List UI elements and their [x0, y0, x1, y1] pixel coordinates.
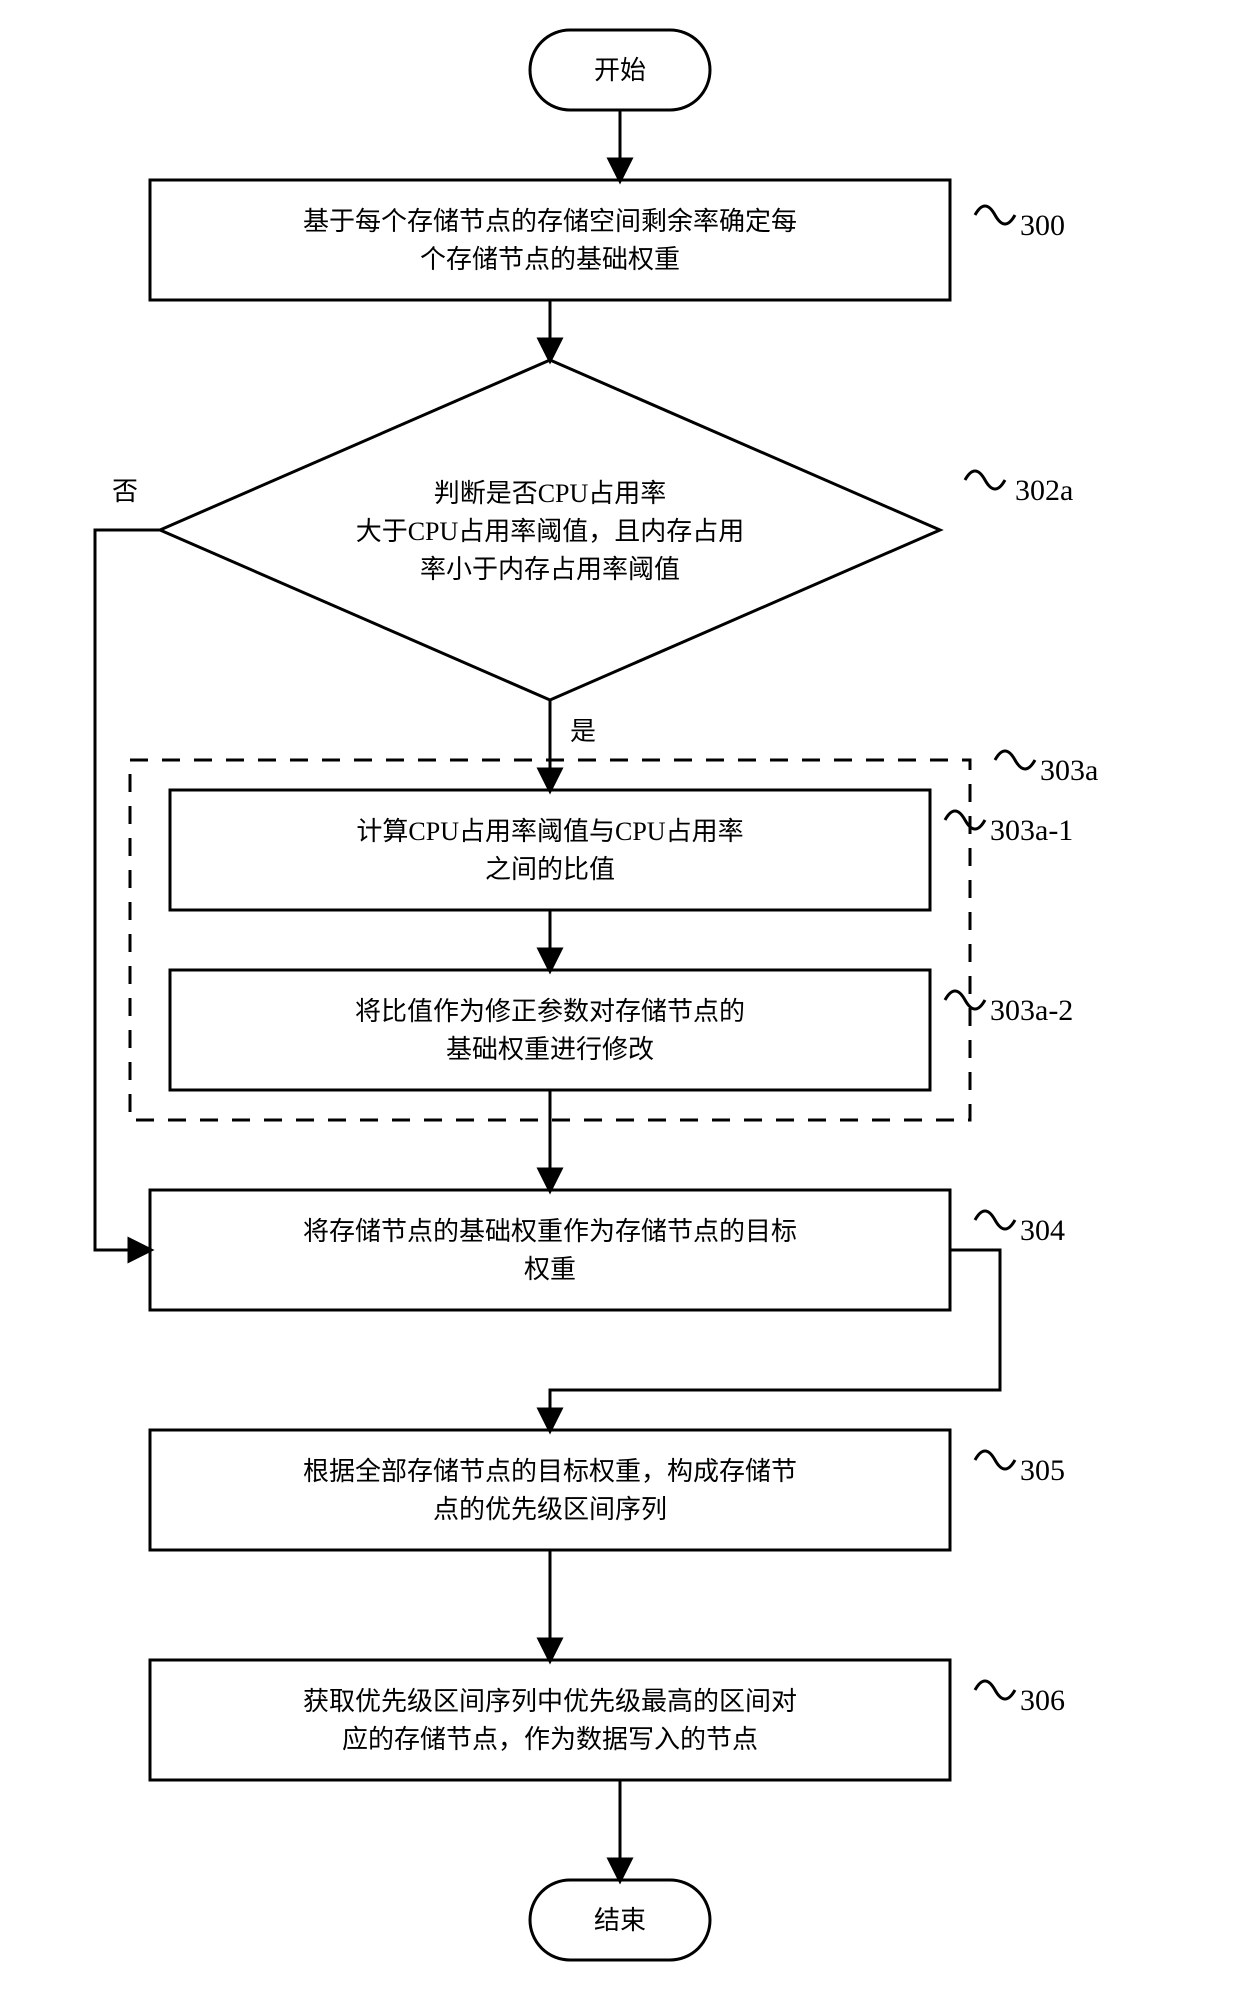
process-n305: [150, 1430, 950, 1550]
svg-text:之间的比值: 之间的比值: [485, 855, 615, 884]
svg-text:点的优先级区间序列: 点的优先级区间序列: [433, 1495, 667, 1524]
edge-label-no: 否: [112, 477, 138, 506]
flowchart-canvas: 开始结束 基于每个存储节点的存储空间剩余率确定每个存储节点的基础权重判断是否CPU…: [0, 0, 1240, 1993]
svg-text:基于每个存储节点的存储空间剩余率确定每: 基于每个存储节点的存储空间剩余率确定每: [303, 207, 797, 236]
step-label: 305: [1020, 1454, 1065, 1487]
svg-text:将存储节点的基础权重作为存储节点的目标: 将存储节点的基础权重作为存储节点的目标: [303, 1217, 797, 1246]
process-n303a1: [170, 790, 930, 910]
process-n300: [150, 180, 950, 300]
svg-text:将比值作为修正参数对存储节点的: 将比值作为修正参数对存储节点的: [355, 997, 745, 1026]
step-label: 303a: [1040, 754, 1098, 787]
svg-text:大于CPU占用率阈值，且内存占用: 大于CPU占用率阈值，且内存占用: [356, 517, 745, 546]
flow-edge: [95, 530, 160, 1250]
svg-text:应的存储节点，作为数据写入的节点: 应的存储节点，作为数据写入的节点: [342, 1725, 758, 1754]
step-label: 306: [1020, 1684, 1065, 1717]
svg-text:根据全部存储节点的目标权重，构成存储节: 根据全部存储节点的目标权重，构成存储节: [303, 1457, 797, 1486]
svg-text:基础权重进行修改: 基础权重进行修改: [446, 1035, 654, 1064]
step-label: 303a-1: [990, 814, 1073, 847]
svg-text:计算CPU占用率阈值与CPU占用率: 计算CPU占用率阈值与CPU占用率: [356, 817, 743, 846]
svg-text:个存储节点的基础权重: 个存储节点的基础权重: [420, 245, 680, 274]
step-label: 302a: [1015, 474, 1073, 507]
process-n304: [150, 1190, 950, 1310]
edge-label-yes: 是: [570, 717, 596, 746]
svg-text:结束: 结束: [594, 1906, 646, 1935]
svg-text:权重: 权重: [524, 1255, 576, 1284]
svg-text:开始: 开始: [594, 56, 646, 85]
svg-text:判断是否CPU占用率: 判断是否CPU占用率: [434, 479, 667, 508]
process-n303a2: [170, 970, 930, 1090]
step-label: 300: [1020, 209, 1065, 242]
svg-text:率小于内存占用率阈值: 率小于内存占用率阈值: [420, 555, 680, 584]
svg-text:获取优先级区间序列中优先级最高的区间对: 获取优先级区间序列中优先级最高的区间对: [303, 1687, 797, 1716]
process-n306: [150, 1660, 950, 1780]
step-label: 304: [1020, 1214, 1065, 1247]
step-label: 303a-2: [990, 994, 1073, 1027]
